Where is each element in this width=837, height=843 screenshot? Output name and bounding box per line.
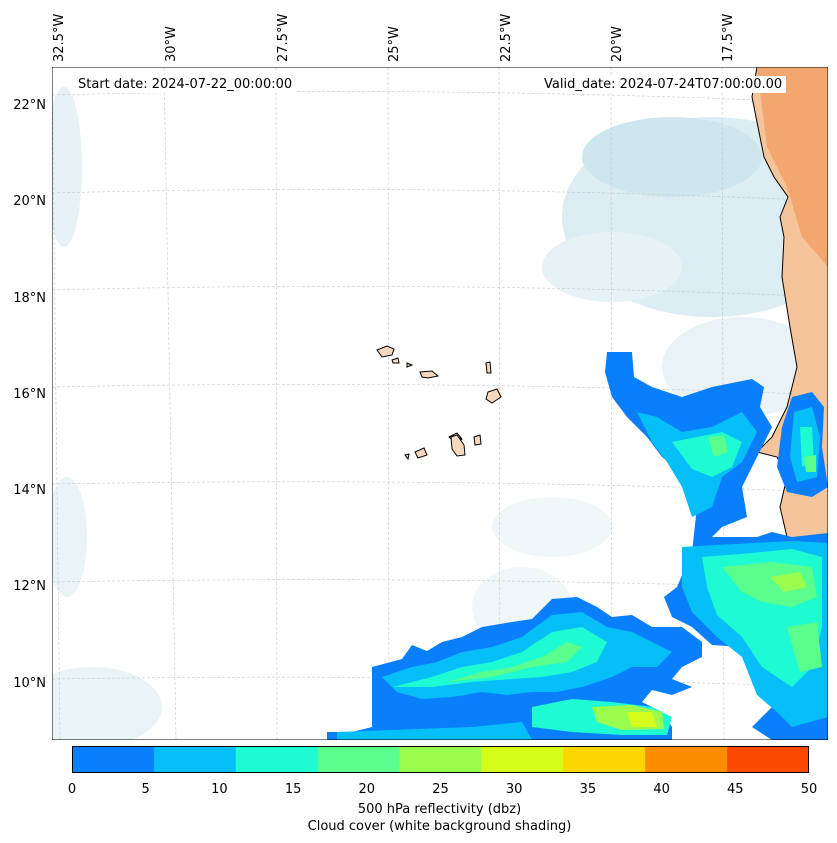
lat-label-12n: 12°N (13, 579, 46, 594)
colorbar-tick-label: 15 (284, 782, 302, 797)
colorbar-bin (72, 746, 155, 773)
colorbar-tick-label: 45 (727, 782, 744, 797)
reflectivity-field (327, 352, 828, 740)
lat-label-20n: 20°N (13, 194, 46, 209)
lat-label-14n: 14°N (13, 483, 46, 498)
colorbar-bin (153, 746, 237, 773)
colorbar-label: 500 hPa reflectivity (dbz) (357, 802, 522, 817)
lon-label-30w: 30°W (164, 26, 179, 62)
lon-label-25w: 25°W (387, 26, 402, 62)
lon-label-20w: 20°W (610, 26, 625, 62)
valid-date-label: Valid_date: 2024-07-24T07:00:00.00 (540, 76, 787, 93)
lon-label-22-5w: 22.5°W (499, 13, 514, 62)
colorbar-tick-label: 25 (432, 782, 449, 797)
lon-label-17-5w: 17.5°W (721, 13, 736, 62)
colorbar-tick-label: 5 (141, 782, 150, 797)
colorbar-bin (727, 746, 809, 773)
lat-label-22n: 22°N (13, 98, 46, 113)
colorbar-bin (481, 746, 564, 773)
colorbar-tick-label: 10 (211, 782, 228, 797)
lon-label-27-5w: 27.5°W (276, 13, 291, 62)
lon-label-32-5w: 32.5°W (52, 13, 67, 62)
map-panel (52, 67, 828, 740)
colorbar-tick-label: 35 (579, 782, 597, 797)
colorbar (72, 746, 809, 773)
colorbar-bins (72, 746, 809, 773)
start-date-label: Start date: 2024-07-22_00:00:00 (74, 76, 297, 93)
colorbar-tick-label: 50 (800, 782, 818, 797)
colorbar-tick-label: 20 (358, 782, 376, 797)
cloud-cover-label: Cloud cover (white background shading) (307, 819, 572, 834)
colorbar-bin (563, 746, 646, 773)
lat-label-16n: 16°N (13, 387, 46, 402)
colorbar-bin (399, 746, 482, 773)
cape-verde-islands (376, 345, 502, 461)
lat-label-18n: 18°N (13, 291, 46, 306)
colorbar-bin (235, 746, 319, 773)
lat-label-10n: 10°N (13, 676, 46, 691)
colorbar-bin (317, 746, 401, 773)
colorbar-tick-label: 0 (67, 782, 77, 797)
colorbar-tick-label: 30 (505, 782, 523, 797)
colorbar-tick-label: 40 (653, 782, 670, 797)
colorbar-bin (645, 746, 728, 773)
